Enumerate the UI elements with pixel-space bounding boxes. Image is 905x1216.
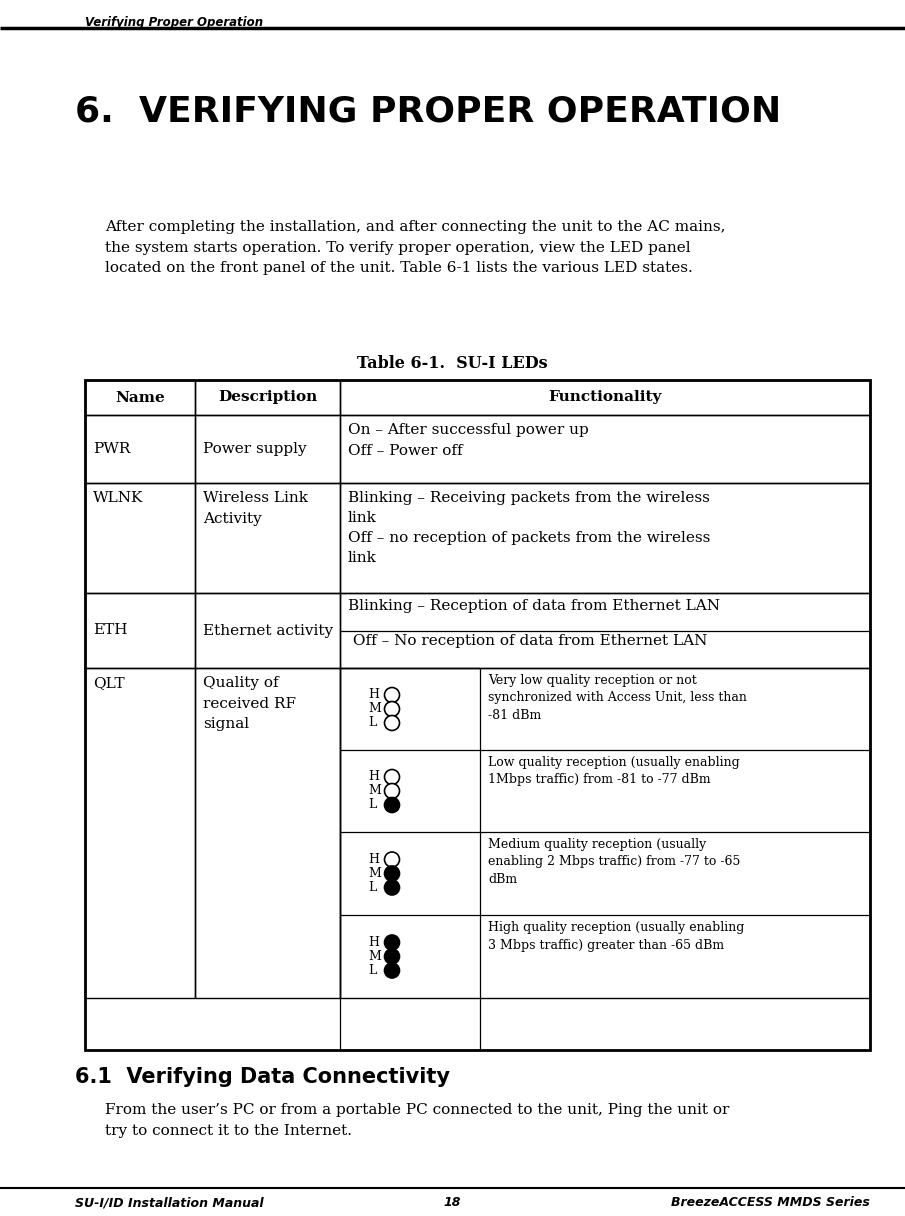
Text: Table 6-1.  SU-I LEDs: Table 6-1. SU-I LEDs xyxy=(357,355,548,372)
Circle shape xyxy=(385,687,399,703)
Bar xyxy=(85,668,195,998)
Text: QLT: QLT xyxy=(93,676,125,689)
Circle shape xyxy=(385,866,399,882)
Bar xyxy=(85,379,195,415)
Text: Description: Description xyxy=(218,390,317,405)
Circle shape xyxy=(385,783,399,799)
Text: Medium quality reception (usually
enabling 2 Mbps traffic) from -77 to -65
dBm: Medium quality reception (usually enabli… xyxy=(488,838,740,886)
Circle shape xyxy=(385,798,399,812)
Bar xyxy=(85,415,195,483)
Text: 6.1  Verifying Data Connectivity: 6.1 Verifying Data Connectivity xyxy=(75,1066,450,1087)
Text: M: M xyxy=(368,703,381,715)
Text: H: H xyxy=(368,852,379,866)
Bar xyxy=(195,668,340,998)
Bar xyxy=(195,593,340,668)
Text: Name: Name xyxy=(115,390,165,405)
Text: Blinking – Reception of data from Ethernet LAN: Blinking – Reception of data from Ethern… xyxy=(348,599,720,613)
Bar xyxy=(340,483,870,593)
Text: L: L xyxy=(368,964,376,976)
Text: Very low quality reception or not
synchronized with Access Unit, less than
-81 d: Very low quality reception or not synchr… xyxy=(488,674,747,722)
Circle shape xyxy=(385,852,399,867)
Text: BreezeACCESS MMDS Series: BreezeACCESS MMDS Series xyxy=(672,1197,870,1209)
Bar xyxy=(85,379,870,1049)
Text: Off – No reception of data from Ethernet LAN: Off – No reception of data from Ethernet… xyxy=(348,635,708,648)
Circle shape xyxy=(385,702,399,716)
Bar xyxy=(340,668,870,998)
Circle shape xyxy=(385,880,399,895)
Circle shape xyxy=(385,715,399,731)
Bar xyxy=(85,483,195,593)
Bar xyxy=(195,379,340,415)
Text: M: M xyxy=(368,867,381,880)
Text: H: H xyxy=(368,688,379,702)
Circle shape xyxy=(385,963,399,978)
Bar xyxy=(85,593,195,668)
Text: On – After successful power up
Off – Power off: On – After successful power up Off – Pow… xyxy=(348,423,589,457)
Text: L: L xyxy=(368,716,376,730)
Text: High quality reception (usually enabling
3 Mbps traffic) greater than -65 dBm: High quality reception (usually enabling… xyxy=(488,921,745,951)
Text: ETH: ETH xyxy=(93,624,128,637)
Text: M: M xyxy=(368,950,381,963)
Text: Functionality: Functionality xyxy=(548,390,662,405)
Text: Ethernet activity: Ethernet activity xyxy=(203,624,333,637)
Text: WLNK: WLNK xyxy=(93,491,143,505)
Text: Power supply: Power supply xyxy=(203,441,307,456)
Text: H: H xyxy=(368,771,379,783)
Bar xyxy=(340,379,870,415)
Text: After completing the installation, and after connecting the unit to the AC mains: After completing the installation, and a… xyxy=(105,220,726,275)
Text: SU-I/ID Installation Manual: SU-I/ID Installation Manual xyxy=(75,1197,263,1209)
Text: Low quality reception (usually enabling
1Mbps traffic) from -81 to -77 dBm: Low quality reception (usually enabling … xyxy=(488,756,739,787)
Text: L: L xyxy=(368,882,376,894)
Text: M: M xyxy=(368,784,381,798)
Text: Wireless Link
Activity: Wireless Link Activity xyxy=(203,491,308,525)
Bar xyxy=(340,415,870,483)
Circle shape xyxy=(385,948,399,964)
Bar xyxy=(340,668,480,1049)
Bar xyxy=(195,415,340,483)
Text: PWR: PWR xyxy=(93,441,130,456)
Text: Blinking – Receiving packets from the wireless
link
Off – no reception of packet: Blinking – Receiving packets from the wi… xyxy=(348,491,710,565)
Circle shape xyxy=(385,935,399,950)
Text: Quality of
received RF
signal: Quality of received RF signal xyxy=(203,676,296,731)
Text: 18: 18 xyxy=(443,1197,462,1209)
Text: 6.  VERIFYING PROPER OPERATION: 6. VERIFYING PROPER OPERATION xyxy=(75,95,781,129)
Text: From the user’s PC or from a portable PC connected to the unit, Ping the unit or: From the user’s PC or from a portable PC… xyxy=(105,1103,729,1138)
Text: L: L xyxy=(368,799,376,811)
Text: H: H xyxy=(368,936,379,948)
Bar xyxy=(195,483,340,593)
Circle shape xyxy=(385,770,399,784)
Text: Verifying Proper Operation: Verifying Proper Operation xyxy=(85,16,263,29)
Bar xyxy=(340,593,870,668)
